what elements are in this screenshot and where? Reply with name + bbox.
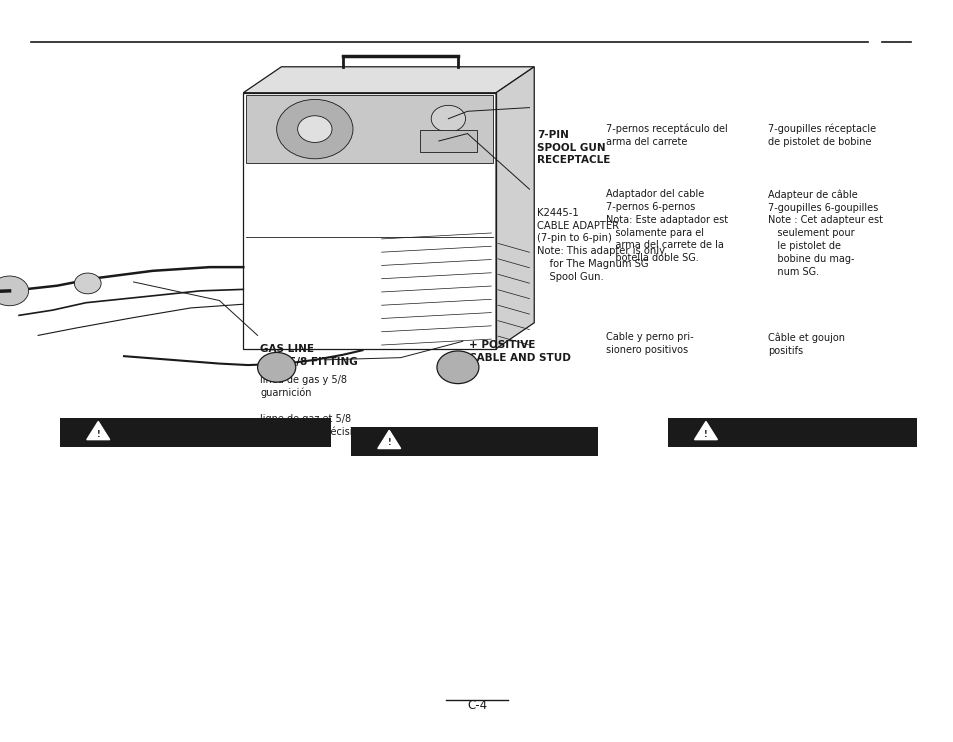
Text: Adaptador del cable
7-pernos 6-pernos
Nota: Este adaptador est
   solamente para: Adaptador del cable 7-pernos 6-pernos No… [605, 189, 727, 263]
Polygon shape [246, 95, 493, 163]
Bar [667, 418, 916, 447]
Text: linea de gas y 5/8
guarnición

ligne de gaz et 5/8
ajustage de précision: linea de gas y 5/8 guarnición ligne de g… [260, 375, 365, 437]
Polygon shape [694, 421, 717, 439]
Text: !: ! [387, 439, 391, 447]
Text: !: ! [96, 430, 100, 439]
Polygon shape [377, 430, 400, 448]
Circle shape [74, 273, 101, 294]
Text: 7-pernos receptáculo del
arma del carrete: 7-pernos receptáculo del arma del carret… [605, 124, 727, 147]
Circle shape [276, 99, 353, 159]
Bar [351, 427, 598, 456]
Text: C-4: C-4 [466, 699, 487, 712]
Text: GAS LINE
AND 5/8 FITTING: GAS LINE AND 5/8 FITTING [260, 344, 357, 367]
Text: 7-goupilles réceptacle
de pistolet de bobine: 7-goupilles réceptacle de pistolet de bo… [767, 124, 875, 147]
Text: Adapteur de câble
7-goupilles 6-goupilles
Note : Cet adapteur est
   seulement p: Adapteur de câble 7-goupilles 6-goupille… [767, 189, 882, 277]
Text: Cable y perno pri-
sionero positivos: Cable y perno pri- sionero positivos [605, 332, 693, 355]
Polygon shape [87, 421, 110, 439]
Text: K2445-1
CABLE ADAPTER
(7-pin to 6-pin)
Note: This adapter is only
    for The Ma: K2445-1 CABLE ADAPTER (7-pin to 6-pin) N… [537, 208, 664, 282]
Circle shape [436, 351, 478, 384]
Text: + POSITIVE
CABLE AND STUD: + POSITIVE CABLE AND STUD [469, 340, 571, 363]
Text: 7-PIN
SPOOL GUN
RECEPTACLE: 7-PIN SPOOL GUN RECEPTACLE [537, 130, 610, 165]
Circle shape [0, 276, 29, 306]
Polygon shape [496, 67, 534, 349]
Circle shape [297, 116, 332, 142]
Text: !: ! [703, 430, 707, 439]
Circle shape [431, 105, 465, 132]
Bar [60, 418, 331, 447]
Polygon shape [243, 67, 534, 93]
Text: Câble et goujon
positifs: Câble et goujon positifs [767, 332, 844, 355]
Bar [419, 130, 476, 152]
Circle shape [257, 352, 295, 382]
